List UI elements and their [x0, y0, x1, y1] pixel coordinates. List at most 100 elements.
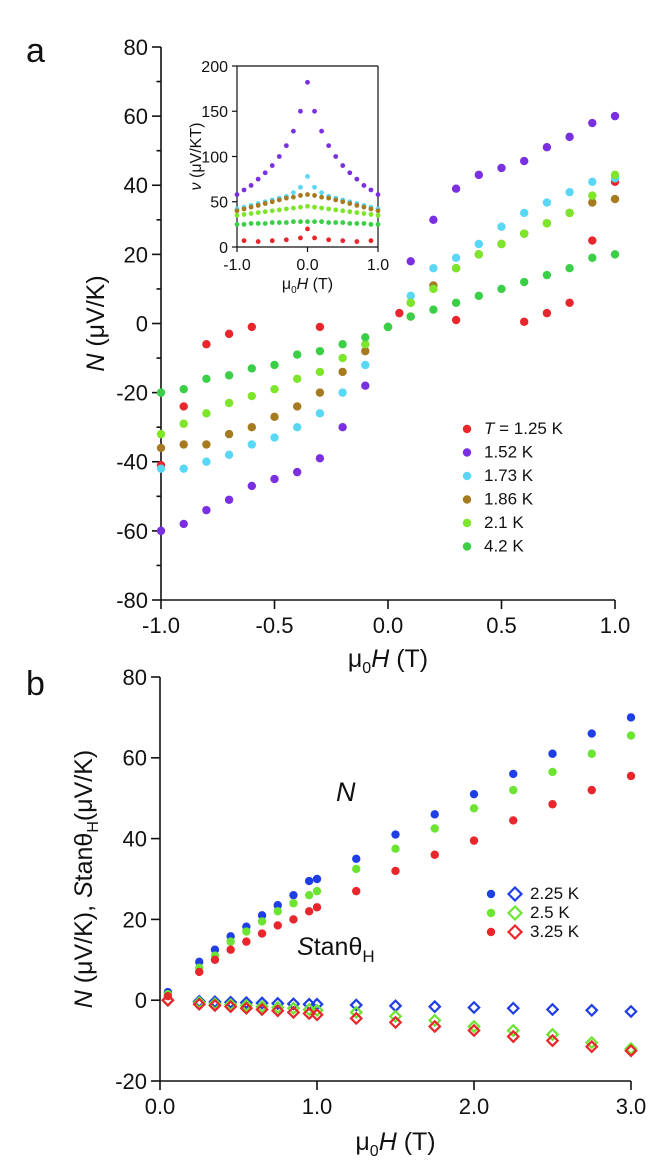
legend-marker-dot [462, 471, 472, 481]
y-axis-title: N (μV/K) [82, 275, 110, 371]
data-point [202, 457, 211, 466]
series-4 [156, 170, 620, 439]
x-tick-label: -1.0 [142, 613, 180, 638]
data-point [248, 221, 254, 226]
data-point [304, 890, 314, 900]
data-point-diamond [467, 1019, 481, 1034]
legend-entry: 3.25 K [486, 922, 580, 941]
data-point [179, 464, 188, 473]
data-point [340, 238, 346, 244]
data-point [283, 237, 289, 243]
data-point [361, 346, 370, 356]
data-point [340, 163, 346, 168]
data-point-diamond [388, 1009, 403, 1024]
data-point [626, 713, 636, 722]
data-point [315, 322, 325, 332]
data-point [257, 917, 267, 926]
data-point-diamond [506, 1023, 521, 1038]
data-point [195, 967, 204, 977]
legend-entry: 2.1 K [462, 513, 524, 532]
data-point [179, 402, 188, 411]
data-point [202, 409, 211, 418]
data-point [588, 118, 597, 128]
data-point [361, 381, 370, 390]
data-point-diamond [349, 1011, 364, 1026]
data-point [361, 221, 367, 226]
y-tick-label: 150 [201, 104, 228, 121]
y-tick-label: 80 [124, 35, 148, 60]
data-point [509, 816, 518, 825]
y-tick-label: -20 [116, 381, 148, 406]
data-point [542, 308, 552, 318]
data-point [293, 402, 302, 411]
data-point [255, 176, 261, 182]
data-point [520, 156, 529, 166]
data-point [354, 221, 360, 226]
data-point [262, 201, 268, 206]
chart-b-main: -20 0 20 40 60 80 0.0 1.0 2.0 3.0 μ0H (T) N (μV/K),… [70, 665, 646, 1160]
data-point [354, 202, 360, 208]
x-tick-label: 1.0 [367, 257, 389, 274]
data-point-diamond [310, 1007, 324, 1022]
data-point [347, 170, 353, 176]
data-point [269, 208, 275, 214]
legend-marker-dot [462, 542, 472, 551]
data-point [247, 391, 256, 401]
data-point-diamond [545, 1033, 560, 1048]
data-point [270, 412, 279, 422]
legend-marker-dot [486, 889, 496, 899]
data-point-diamond [310, 1003, 324, 1018]
data-point [241, 238, 247, 244]
data-point [247, 481, 256, 491]
data-point-diamond [427, 999, 442, 1014]
y-tick-label: -40 [116, 450, 148, 475]
data-point [291, 190, 296, 196]
data-point [340, 208, 346, 214]
data-point [509, 785, 518, 795]
data-point [270, 433, 279, 442]
data-point [315, 388, 325, 397]
data-point [179, 419, 188, 428]
legend-marker-diamond [506, 904, 524, 922]
data-point [474, 239, 483, 249]
data-point-diamond [388, 1015, 403, 1030]
y-tick-label: 40 [124, 173, 148, 198]
data-point [333, 207, 339, 213]
series-4 [234, 203, 381, 218]
data-point [305, 79, 310, 85]
data-point [247, 422, 256, 432]
data-point [361, 333, 370, 342]
data-point [312, 886, 322, 896]
data-point [368, 187, 374, 193]
data-point [293, 350, 302, 359]
data-point [248, 211, 254, 216]
series-1 [234, 79, 381, 197]
data-point [474, 291, 483, 301]
data-point [375, 221, 381, 227]
data-point [430, 810, 439, 819]
data-point [283, 220, 289, 225]
legend-marker-dot [462, 448, 472, 457]
data-point [234, 192, 240, 197]
x-tick-label: 1.0 [600, 613, 631, 638]
data-point-diamond [584, 1003, 599, 1018]
data-point [333, 220, 339, 225]
data-point [305, 174, 310, 179]
data-point [474, 170, 483, 180]
data-point [224, 398, 234, 408]
data-point [474, 250, 483, 259]
data-point [375, 208, 381, 214]
data-point [548, 767, 557, 777]
data-point [520, 317, 529, 326]
data-point-diamond [255, 996, 269, 1010]
data-point [156, 443, 166, 453]
data-point [542, 219, 552, 228]
series-0 [156, 177, 620, 470]
data-point [248, 204, 254, 210]
data-point [269, 163, 275, 168]
series-1 [163, 731, 636, 999]
x-tick-label: 0.0 [145, 1094, 176, 1119]
data-point [520, 208, 529, 218]
data-point [255, 239, 261, 244]
data-point [312, 204, 317, 210]
